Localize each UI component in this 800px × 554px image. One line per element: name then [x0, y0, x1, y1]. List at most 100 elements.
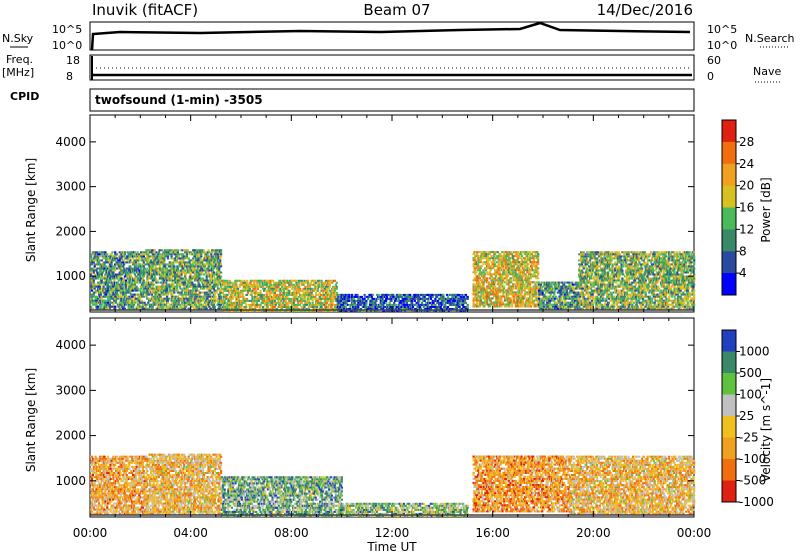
data-cell — [250, 279, 253, 282]
data-cell — [220, 289, 223, 292]
data-cell — [367, 297, 370, 300]
data-cell — [446, 295, 450, 298]
data-cell — [502, 255, 505, 258]
data-cell — [486, 263, 489, 266]
data-cell — [431, 299, 434, 302]
data-cell — [138, 269, 141, 272]
data-cell — [200, 263, 203, 266]
data-cell — [158, 293, 161, 296]
data-cell — [430, 303, 433, 306]
data-cell — [199, 271, 202, 274]
data-cell — [167, 271, 170, 274]
data-cell — [119, 279, 122, 282]
data-cell — [175, 249, 178, 252]
data-cell — [314, 283, 317, 286]
data-cell — [256, 285, 259, 288]
data-cell — [236, 285, 239, 288]
data-cell — [98, 255, 102, 258]
data-cell — [186, 299, 189, 302]
data-cell — [104, 299, 107, 302]
data-cell — [144, 305, 147, 308]
data-cell — [511, 253, 514, 256]
data-cell — [503, 273, 506, 276]
data-cell — [129, 291, 132, 294]
data-cell — [192, 261, 195, 264]
data-cell — [298, 279, 301, 282]
data-cell — [336, 297, 339, 300]
data-cell — [312, 279, 315, 282]
data-cell — [132, 271, 136, 274]
data-cell — [186, 287, 189, 290]
data-cell — [483, 281, 486, 284]
data-cell — [220, 249, 223, 252]
data-cell — [397, 297, 400, 300]
data-cell — [130, 261, 133, 264]
data-cell — [497, 267, 500, 270]
data-cell — [272, 308, 276, 310]
data-cell — [105, 271, 108, 274]
data-cell — [198, 275, 201, 278]
data-cell — [196, 279, 199, 282]
data-cell — [232, 303, 235, 306]
data-cell — [507, 271, 510, 274]
data-cell — [275, 308, 278, 310]
data-cell — [162, 307, 165, 310]
data-cell — [175, 307, 178, 310]
data-cell — [304, 285, 307, 288]
data-cell — [191, 277, 194, 280]
data-cell — [287, 285, 290, 288]
data-cell — [174, 259, 177, 262]
data-cell — [165, 303, 168, 306]
data-cell — [124, 285, 127, 288]
data-cell — [123, 299, 126, 302]
data-cell — [157, 259, 161, 262]
data-cell — [90, 289, 94, 292]
data-cell — [325, 287, 329, 290]
data-cell — [268, 291, 271, 294]
data-cell — [460, 310, 463, 312]
data-cell — [148, 293, 151, 296]
data-cell — [112, 285, 115, 288]
data-cell — [484, 299, 487, 302]
data-cell — [162, 277, 165, 280]
data-cell — [369, 310, 372, 312]
data-cell — [168, 291, 171, 294]
data-cell — [228, 301, 232, 304]
data-cell — [90, 293, 94, 296]
data-cell — [162, 305, 165, 308]
data-cell — [385, 310, 389, 312]
data-cell — [194, 251, 197, 254]
data-cell — [227, 285, 230, 288]
data-cell — [122, 261, 125, 264]
data-cell — [331, 281, 334, 284]
data-cell — [105, 273, 108, 276]
data-cell — [483, 255, 486, 258]
data-cell — [219, 257, 222, 260]
date-title: 14/Dec/2016 — [597, 1, 693, 19]
data-cell — [99, 271, 102, 274]
data-cell — [512, 277, 516, 280]
data-cell — [152, 283, 155, 286]
data-cell — [237, 310, 241, 312]
data-cell — [152, 295, 155, 298]
data-cell — [309, 281, 312, 284]
data-cell — [130, 275, 133, 278]
data-cell — [143, 251, 146, 254]
data-cell — [489, 265, 492, 268]
data-cell — [115, 299, 118, 302]
data-cell — [270, 289, 273, 292]
data-cell — [181, 299, 184, 302]
data-cell — [315, 281, 318, 284]
data-cell — [315, 291, 318, 294]
data-cell — [115, 257, 119, 260]
data-cell — [111, 305, 114, 308]
data-cell — [113, 299, 116, 302]
data-cell — [160, 257, 163, 260]
data-cell — [95, 255, 98, 258]
data-cell — [250, 291, 253, 294]
data-cell — [220, 307, 223, 310]
data-cell — [242, 287, 245, 290]
data-cell — [208, 265, 211, 268]
data-cell — [492, 289, 495, 292]
data-cell — [258, 308, 261, 310]
